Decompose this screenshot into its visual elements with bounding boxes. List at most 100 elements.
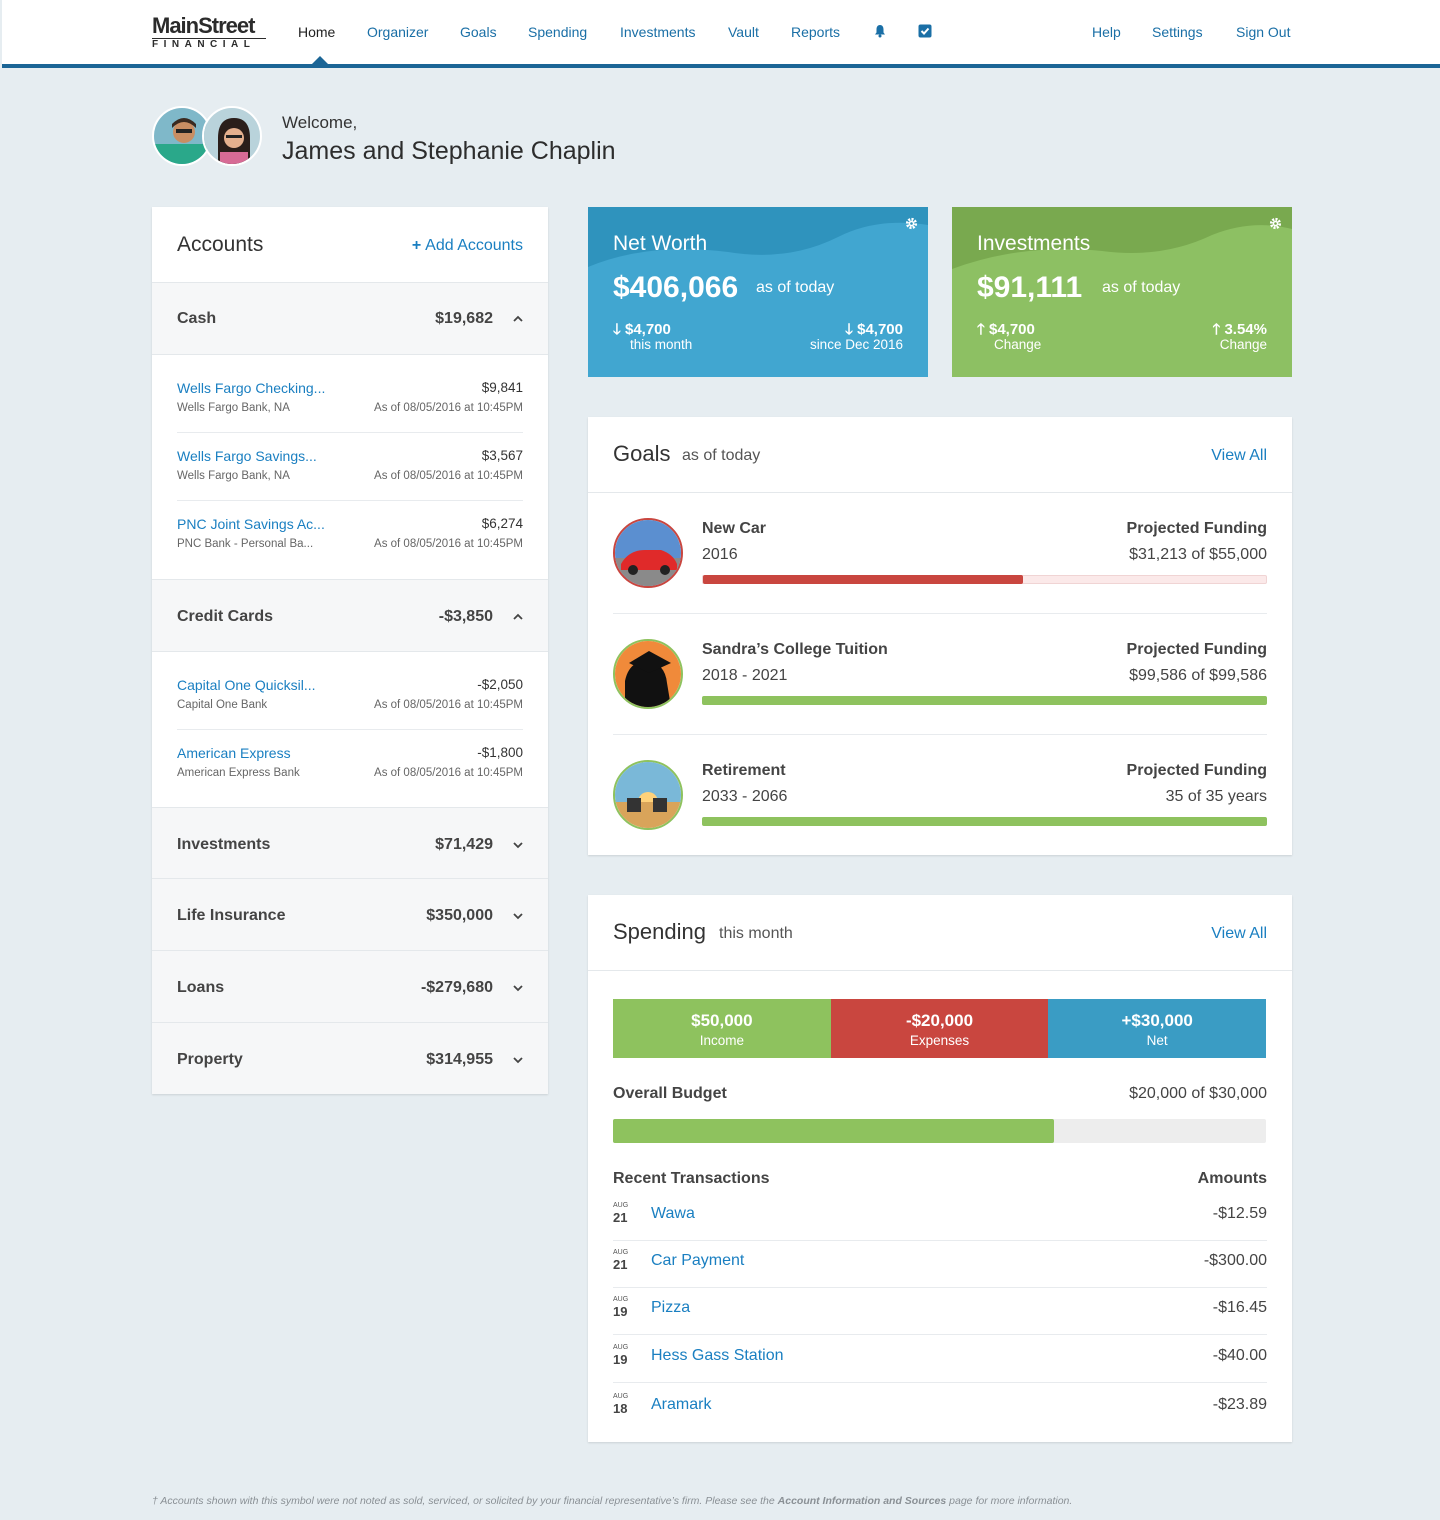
account-item[interactable]: PNC Joint Savings Ac... PNC Bank - Perso…	[177, 501, 523, 569]
transaction-name[interactable]: Aramark	[651, 1396, 712, 1413]
projected-funding-label: Projected Funding	[1126, 762, 1267, 779]
account-item[interactable]: Capital One Quicksil... Capital One Bank…	[177, 662, 523, 730]
investments-value: $91,111	[977, 271, 1083, 304]
nav-spending[interactable]: Spending	[528, 24, 588, 40]
transaction-row[interactable]: AUG 19 Pizza -$16.45	[613, 1288, 1267, 1335]
account-updated: As of 08/05/2016 at 10:45PM	[374, 538, 523, 550]
net-label: Net	[1146, 1033, 1168, 1048]
group-name: Cash	[177, 310, 217, 327]
credit-card-accounts-list: Capital One Quicksil... Capital One Bank…	[152, 652, 548, 807]
account-name[interactable]: Capital One Quicksil...	[177, 677, 316, 693]
group-name: Loans	[177, 979, 225, 996]
chevron-down-icon[interactable]	[513, 983, 523, 993]
group-total: $350,000	[426, 907, 493, 924]
college-tuition-image	[613, 639, 683, 709]
nav-goals[interactable]: Goals	[460, 24, 497, 40]
account-group-cash[interactable]: Cash $19,682	[152, 283, 548, 355]
account-information-link[interactable]: Account Information and Sources	[777, 1495, 947, 1507]
transaction-month: AUG	[613, 1393, 629, 1400]
account-group-property[interactable]: Property $314,955	[152, 1023, 548, 1094]
accounts-header: Accounts + Add Accounts	[152, 207, 548, 283]
expenses-value: -$20,000	[905, 1011, 974, 1030]
goals-title: Goals	[613, 441, 671, 466]
plus-icon: +	[411, 237, 422, 254]
transaction-row[interactable]: AUG 18 Aramark -$23.89	[613, 1385, 1267, 1432]
gear-icon[interactable]	[905, 217, 918, 230]
nav-investments[interactable]: Investments	[620, 24, 696, 40]
goal-years: 2033 - 2066	[702, 788, 788, 805]
nav-settings[interactable]: Settings	[1152, 24, 1203, 40]
nav-home[interactable]: Home	[298, 24, 336, 40]
bell-icon[interactable]	[873, 24, 887, 38]
transaction-name[interactable]: Pizza	[651, 1299, 691, 1316]
value-change-amount: $4,700	[988, 321, 1035, 338]
account-name[interactable]: American Express	[177, 745, 291, 761]
net-segment[interactable]: +$30,000 Net	[1048, 999, 1267, 1058]
nav-reports[interactable]: Reports	[791, 24, 841, 40]
recent-transactions-label: Recent Transactions	[613, 1170, 770, 1187]
goal-item[interactable]: New Car 2016 Projected Funding $31,213 o…	[613, 493, 1267, 614]
since-change: 🡓 $4,700	[845, 319, 903, 344]
expenses-segment[interactable]: -$20,000 Expenses	[830, 999, 1049, 1058]
group-total: $71,429	[435, 836, 493, 853]
as-of-label: as of today	[1102, 279, 1181, 296]
nav-help[interactable]: Help	[1092, 24, 1121, 40]
transaction-row[interactable]: AUG 21 Car Payment -$300.00	[613, 1241, 1267, 1288]
income-segment[interactable]: $50,000 Income	[613, 999, 831, 1058]
goals-view-all-link[interactable]: View All	[1211, 447, 1267, 464]
transaction-row[interactable]: AUG 19 Hess Gass Station -$40.00	[613, 1336, 1267, 1383]
goal-name: Retirement	[702, 762, 786, 779]
transaction-day: 18	[613, 1401, 628, 1416]
account-item[interactable]: Wells Fargo Savings... Wells Fargo Bank,…	[177, 433, 523, 501]
goal-item[interactable]: Sandra’s College Tuition 2018 - 2021 Pro…	[613, 614, 1267, 735]
accounts-title: Accounts	[177, 233, 264, 256]
gear-icon[interactable]	[1269, 217, 1282, 230]
welcome-user-name: James and Stephanie Chaplin	[282, 137, 616, 165]
account-group-loans[interactable]: Loans -$279,680	[152, 951, 548, 1023]
overall-budget-fill	[613, 1119, 1054, 1143]
footer-text: † Accounts shown with this symbol were n…	[152, 1495, 778, 1507]
account-item[interactable]: Wells Fargo Checking... Wells Fargo Bank…	[177, 365, 523, 433]
nav-organizer[interactable]: Organizer	[367, 24, 429, 40]
transaction-name[interactable]: Wawa	[651, 1205, 695, 1222]
transaction-month: AUG	[613, 1202, 629, 1209]
net-worth-tile[interactable]: Net Worth $406,066 as of today 🡓 $4,700 …	[588, 207, 928, 377]
nav-vault[interactable]: Vault	[728, 24, 759, 40]
transaction-name[interactable]: Hess Gass Station	[651, 1347, 784, 1364]
account-name[interactable]: Wells Fargo Savings...	[177, 448, 317, 464]
chevron-down-icon[interactable]	[513, 1055, 523, 1065]
investments-tile[interactable]: Investments $91,111 as of today 🡑 $4,700…	[952, 207, 1292, 377]
transaction-day: 19	[613, 1352, 628, 1367]
account-group-life-insurance[interactable]: Life Insurance $350,000	[152, 879, 548, 951]
spending-view-all-link[interactable]: View All	[1211, 925, 1267, 942]
chevron-up-icon[interactable]	[513, 612, 523, 622]
account-group-investments[interactable]: Investments $71,429	[152, 807, 548, 879]
goal-item[interactable]: Retirement 2033 - 2066 Projected Funding…	[613, 735, 1267, 855]
net-value: +$30,000	[1121, 1011, 1193, 1030]
chevron-up-icon[interactable]	[513, 314, 523, 324]
add-accounts-label: Add Accounts	[425, 237, 523, 254]
transaction-amount: -$16.45	[1212, 1299, 1267, 1316]
mainstreet-financial-logo[interactable]: MainStreet FINANCIAL	[152, 15, 272, 50]
account-name[interactable]: PNC Joint Savings Ac...	[177, 516, 325, 532]
as-of-label: as of today	[756, 279, 835, 296]
add-accounts-button[interactable]: + Add Accounts	[412, 237, 523, 255]
user-avatars[interactable]	[152, 106, 264, 168]
goal-name: Sandra’s College Tuition	[702, 641, 888, 658]
transaction-name[interactable]: Car Payment	[651, 1252, 745, 1269]
monthly-change-value: $4,700	[624, 321, 671, 338]
footer-disclaimer: † Accounts shown with this symbol were n…	[152, 1495, 1072, 1507]
chevron-down-icon[interactable]	[513, 911, 523, 921]
checkbox-icon[interactable]	[918, 24, 932, 38]
transaction-row[interactable]: AUG 21 Wawa -$12.59	[613, 1194, 1267, 1241]
transaction-day: 21	[613, 1210, 628, 1225]
account-bank: Wells Fargo Bank, NA	[177, 470, 290, 482]
chevron-down-icon[interactable]	[513, 840, 523, 850]
projected-funding-label: Projected Funding	[1126, 641, 1267, 658]
cash-accounts-list: Wells Fargo Checking... Wells Fargo Bank…	[152, 355, 548, 579]
nav-sign-out[interactable]: Sign Out	[1236, 24, 1291, 40]
account-name[interactable]: Wells Fargo Checking...	[177, 380, 326, 396]
account-item[interactable]: American Express American Express Bank -…	[177, 730, 523, 798]
account-group-credit-cards[interactable]: Credit Cards -$3,850	[152, 579, 548, 652]
transaction-day: 21	[613, 1257, 628, 1272]
